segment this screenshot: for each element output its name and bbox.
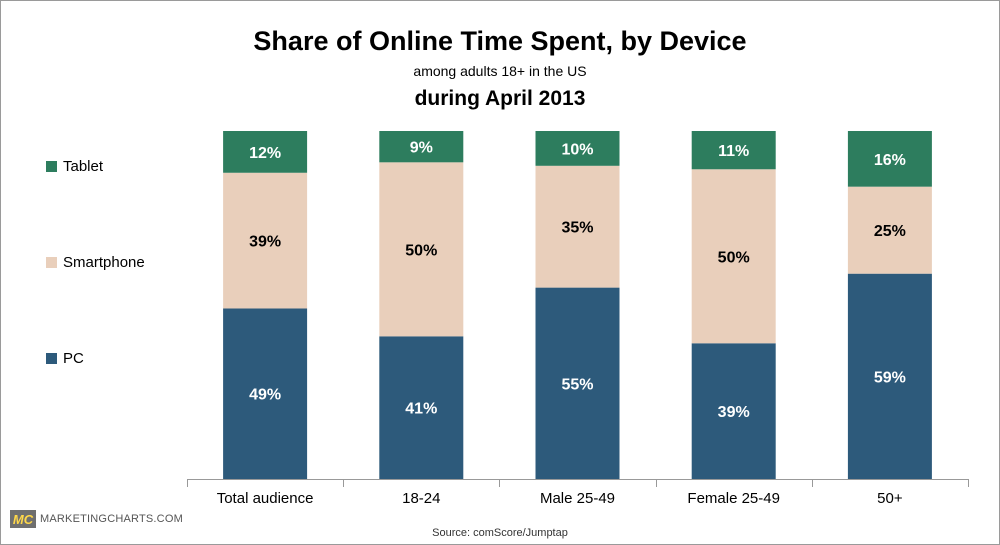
legend-label-tablet: Tablet — [63, 158, 104, 175]
bar-pc — [223, 308, 308, 479]
logo-text: MARKETINGCHARTS.COM — [40, 513, 183, 525]
data-label-pc: 39% — [718, 404, 750, 421]
bar-tablet — [535, 131, 620, 166]
x-tick-label: Female 25-49 — [687, 490, 780, 507]
data-label-pc: 59% — [874, 369, 906, 386]
data-label-tablet: 10% — [561, 141, 593, 158]
x-tick-label: Total audience — [217, 490, 314, 507]
data-label-smartphone: 39% — [249, 234, 281, 251]
data-label-pc: 49% — [249, 387, 281, 404]
x-tick-label: Male 25-49 — [540, 490, 615, 507]
bar-smartphone — [223, 172, 308, 309]
bar-smartphone — [847, 186, 932, 274]
logo-badge: MC — [10, 510, 36, 528]
data-label-tablet: 16% — [874, 152, 906, 169]
chart-period: during April 2013 — [414, 87, 586, 110]
bar-tablet — [379, 131, 464, 163]
bar-pc — [847, 273, 932, 479]
data-label-pc: 55% — [561, 376, 593, 393]
bar-tablet — [691, 131, 776, 170]
data-label-smartphone: 35% — [561, 220, 593, 237]
marketingcharts-logo: MC MARKETINGCHARTS.COM — [10, 510, 183, 528]
data-label-smartphone: 50% — [405, 242, 437, 259]
bar-pc — [379, 336, 464, 479]
x-tick-label: 50+ — [877, 490, 903, 507]
legend-swatch-tablet — [46, 161, 57, 172]
source-note: Source: comScore/Jumptap — [432, 527, 568, 539]
legend-swatch-smartphone — [46, 257, 57, 268]
data-label-tablet: 12% — [249, 145, 281, 162]
data-label-smartphone: 25% — [874, 223, 906, 240]
bar-pc — [535, 287, 620, 479]
chart-title: Share of Online Time Spent, by Device — [253, 26, 747, 56]
bar-smartphone — [691, 169, 776, 344]
bar-tablet — [847, 131, 932, 187]
bar-smartphone — [535, 165, 620, 288]
data-label-smartphone: 50% — [718, 249, 750, 266]
legend-item-pc: PC — [46, 350, 84, 367]
data-label-pc: 41% — [405, 401, 437, 418]
legend-swatch-pc — [46, 353, 57, 364]
legend-label-pc: PC — [63, 350, 84, 367]
legend-item-smartphone: Smartphone — [46, 254, 145, 271]
legend-item-tablet: Tablet — [46, 158, 103, 175]
bar-pc — [691, 343, 776, 479]
data-label-tablet: 11% — [718, 143, 749, 160]
data-label-tablet: 9% — [410, 140, 433, 157]
x-tick-label: 18-24 — [402, 490, 440, 507]
bar-smartphone — [379, 162, 464, 337]
chart-subtitle: among adults 18+ in the US — [413, 63, 587, 79]
bar-tablet — [223, 131, 308, 173]
legend-label-smartphone: Smartphone — [63, 254, 145, 271]
